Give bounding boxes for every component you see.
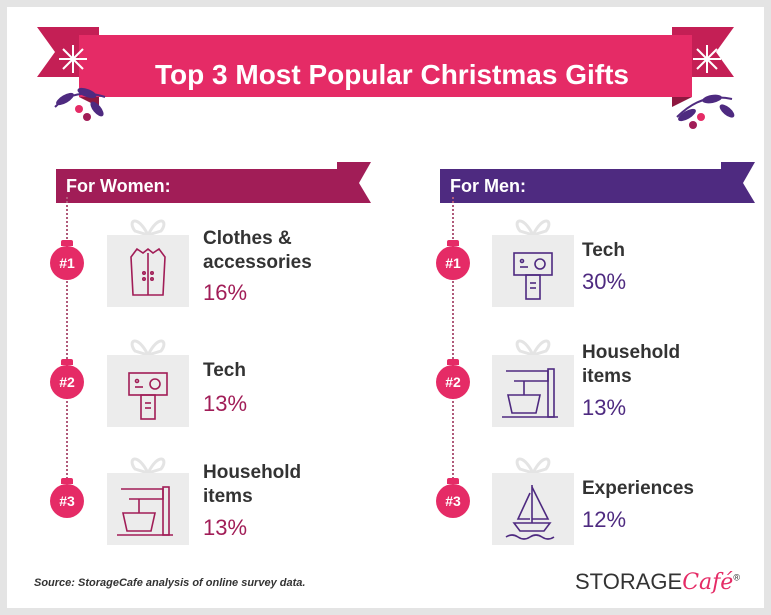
gift-bow-icon (515, 339, 551, 355)
item-name: Household (203, 462, 302, 483)
rank-ornament: #1 (50, 246, 84, 280)
men-timeline (452, 197, 454, 507)
rank-ornament: #3 (436, 484, 470, 518)
rank-ornament: #3 (50, 484, 84, 518)
brand-logo: STORAGECafé® (575, 569, 740, 595)
source-note: Source: StorageCafe analysis of online s… (34, 577, 306, 589)
gift-bow-icon (130, 219, 166, 235)
item-percentage: 13% (203, 515, 248, 540)
item-percentage: 13% (582, 395, 627, 420)
gift-box (107, 473, 189, 545)
item-name-line2: accessories (203, 252, 312, 273)
sailboat-icon (505, 485, 555, 540)
women-timeline (66, 197, 68, 507)
gift-box (492, 473, 574, 545)
item-name: Tech (582, 240, 625, 261)
ornament-cap (447, 240, 459, 246)
rank-ornament: #2 (50, 365, 84, 399)
tech-device-icon (513, 252, 553, 300)
infographic-card: Top 3 Most Popular Christmas Gifts For W… (7, 7, 764, 608)
snowflake-berries-right-icon (676, 45, 735, 129)
item-name: Household (582, 342, 681, 363)
item-name: Experiences (582, 478, 694, 499)
item-percentage: 16% (203, 280, 248, 305)
ornament-cap (447, 478, 459, 484)
item-percentage: 30% (582, 269, 627, 294)
ornament-cap (61, 478, 73, 484)
item-name: Tech (203, 360, 246, 381)
gift-box (107, 355, 189, 427)
ornament-cap (61, 359, 73, 365)
ornament-cap (61, 240, 73, 246)
rank-ornament: #2 (436, 365, 470, 399)
gift-bow-icon (515, 219, 551, 235)
brand-part1: STORAGE (575, 569, 683, 594)
item-percentage: 13% (203, 391, 248, 416)
gift-bow-icon (130, 339, 166, 355)
mixer-icon (502, 368, 558, 418)
tech-device-icon (128, 372, 168, 420)
item-name: Clothes & (203, 228, 292, 249)
item-name-line2: items (582, 366, 632, 387)
item-name-line2: items (203, 486, 253, 507)
gift-box (492, 235, 574, 307)
item-percentage: 12% (582, 507, 627, 532)
mixer-icon (117, 486, 173, 536)
page-title: Top 3 Most Popular Christmas Gifts (155, 59, 629, 90)
women-section-header: For Women: (56, 169, 346, 203)
coat-icon (130, 247, 166, 296)
gift-bow-icon (130, 457, 166, 473)
gift-box (107, 235, 189, 307)
gift-box (492, 355, 574, 427)
title-banner (37, 27, 734, 107)
men-section-header: For Men: (440, 169, 730, 203)
snowflake-berries-left-icon (54, 45, 106, 121)
gift-bow-icon (515, 457, 551, 473)
rank-ornament: #1 (436, 246, 470, 280)
ornament-cap (447, 359, 459, 365)
brand-mark: ® (733, 572, 740, 583)
brand-part2: Café (682, 570, 734, 595)
